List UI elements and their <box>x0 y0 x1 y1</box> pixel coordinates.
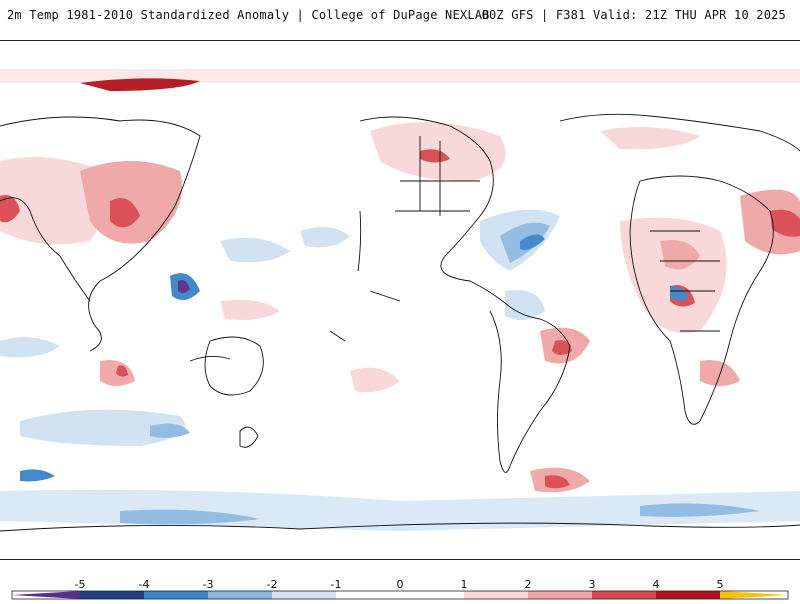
colorbar-cap-low <box>12 591 80 599</box>
anomaly-map <box>0 40 800 560</box>
colorbar-tick: -4 <box>138 578 150 591</box>
product-title: 2m Temp 1981-2010 Standardized Anomaly |… <box>7 8 490 22</box>
colorbar-band-neg3 <box>144 591 208 599</box>
anomaly-shading <box>0 69 800 531</box>
colorbar: -5 -4 -3 -2 -1 0 1 2 3 4 5 <box>0 570 800 600</box>
colorbar-tick: 2 <box>524 578 532 591</box>
colorbar-tick: 0 <box>396 578 404 591</box>
colorbar-cap-high <box>720 591 788 599</box>
colorbar-band-pos1 <box>464 591 528 599</box>
colorbar-band-zero <box>336 591 464 599</box>
colorbar-band-pos4 <box>656 591 720 599</box>
colorbar-band-neg4 <box>80 591 144 599</box>
colorbar-tick: 4 <box>652 578 660 591</box>
colorbar-band-pos2 <box>528 591 592 599</box>
colorbar-ramp <box>11 590 789 600</box>
coastlines <box>0 113 800 532</box>
map-canvas <box>0 69 800 532</box>
colorbar-tick: 1 <box>460 578 468 591</box>
colorbar-tick: 3 <box>588 578 596 591</box>
colorbar-band-pos3 <box>592 591 656 599</box>
colorbar-tick: -2 <box>266 578 278 591</box>
colorbar-band-neg1 <box>272 591 336 599</box>
header: 2m Temp 1981-2010 Standardized Anomaly |… <box>0 0 800 30</box>
colorbar-tick: -1 <box>330 578 342 591</box>
colorbar-band-neg2 <box>208 591 272 599</box>
model-valid-time: 00Z GFS | F381 Valid: 21Z THU APR 10 202… <box>481 8 786 22</box>
colorbar-tick: -5 <box>74 578 86 591</box>
colorbar-tick: 5 <box>716 578 724 591</box>
colorbar-tick: -3 <box>202 578 214 591</box>
